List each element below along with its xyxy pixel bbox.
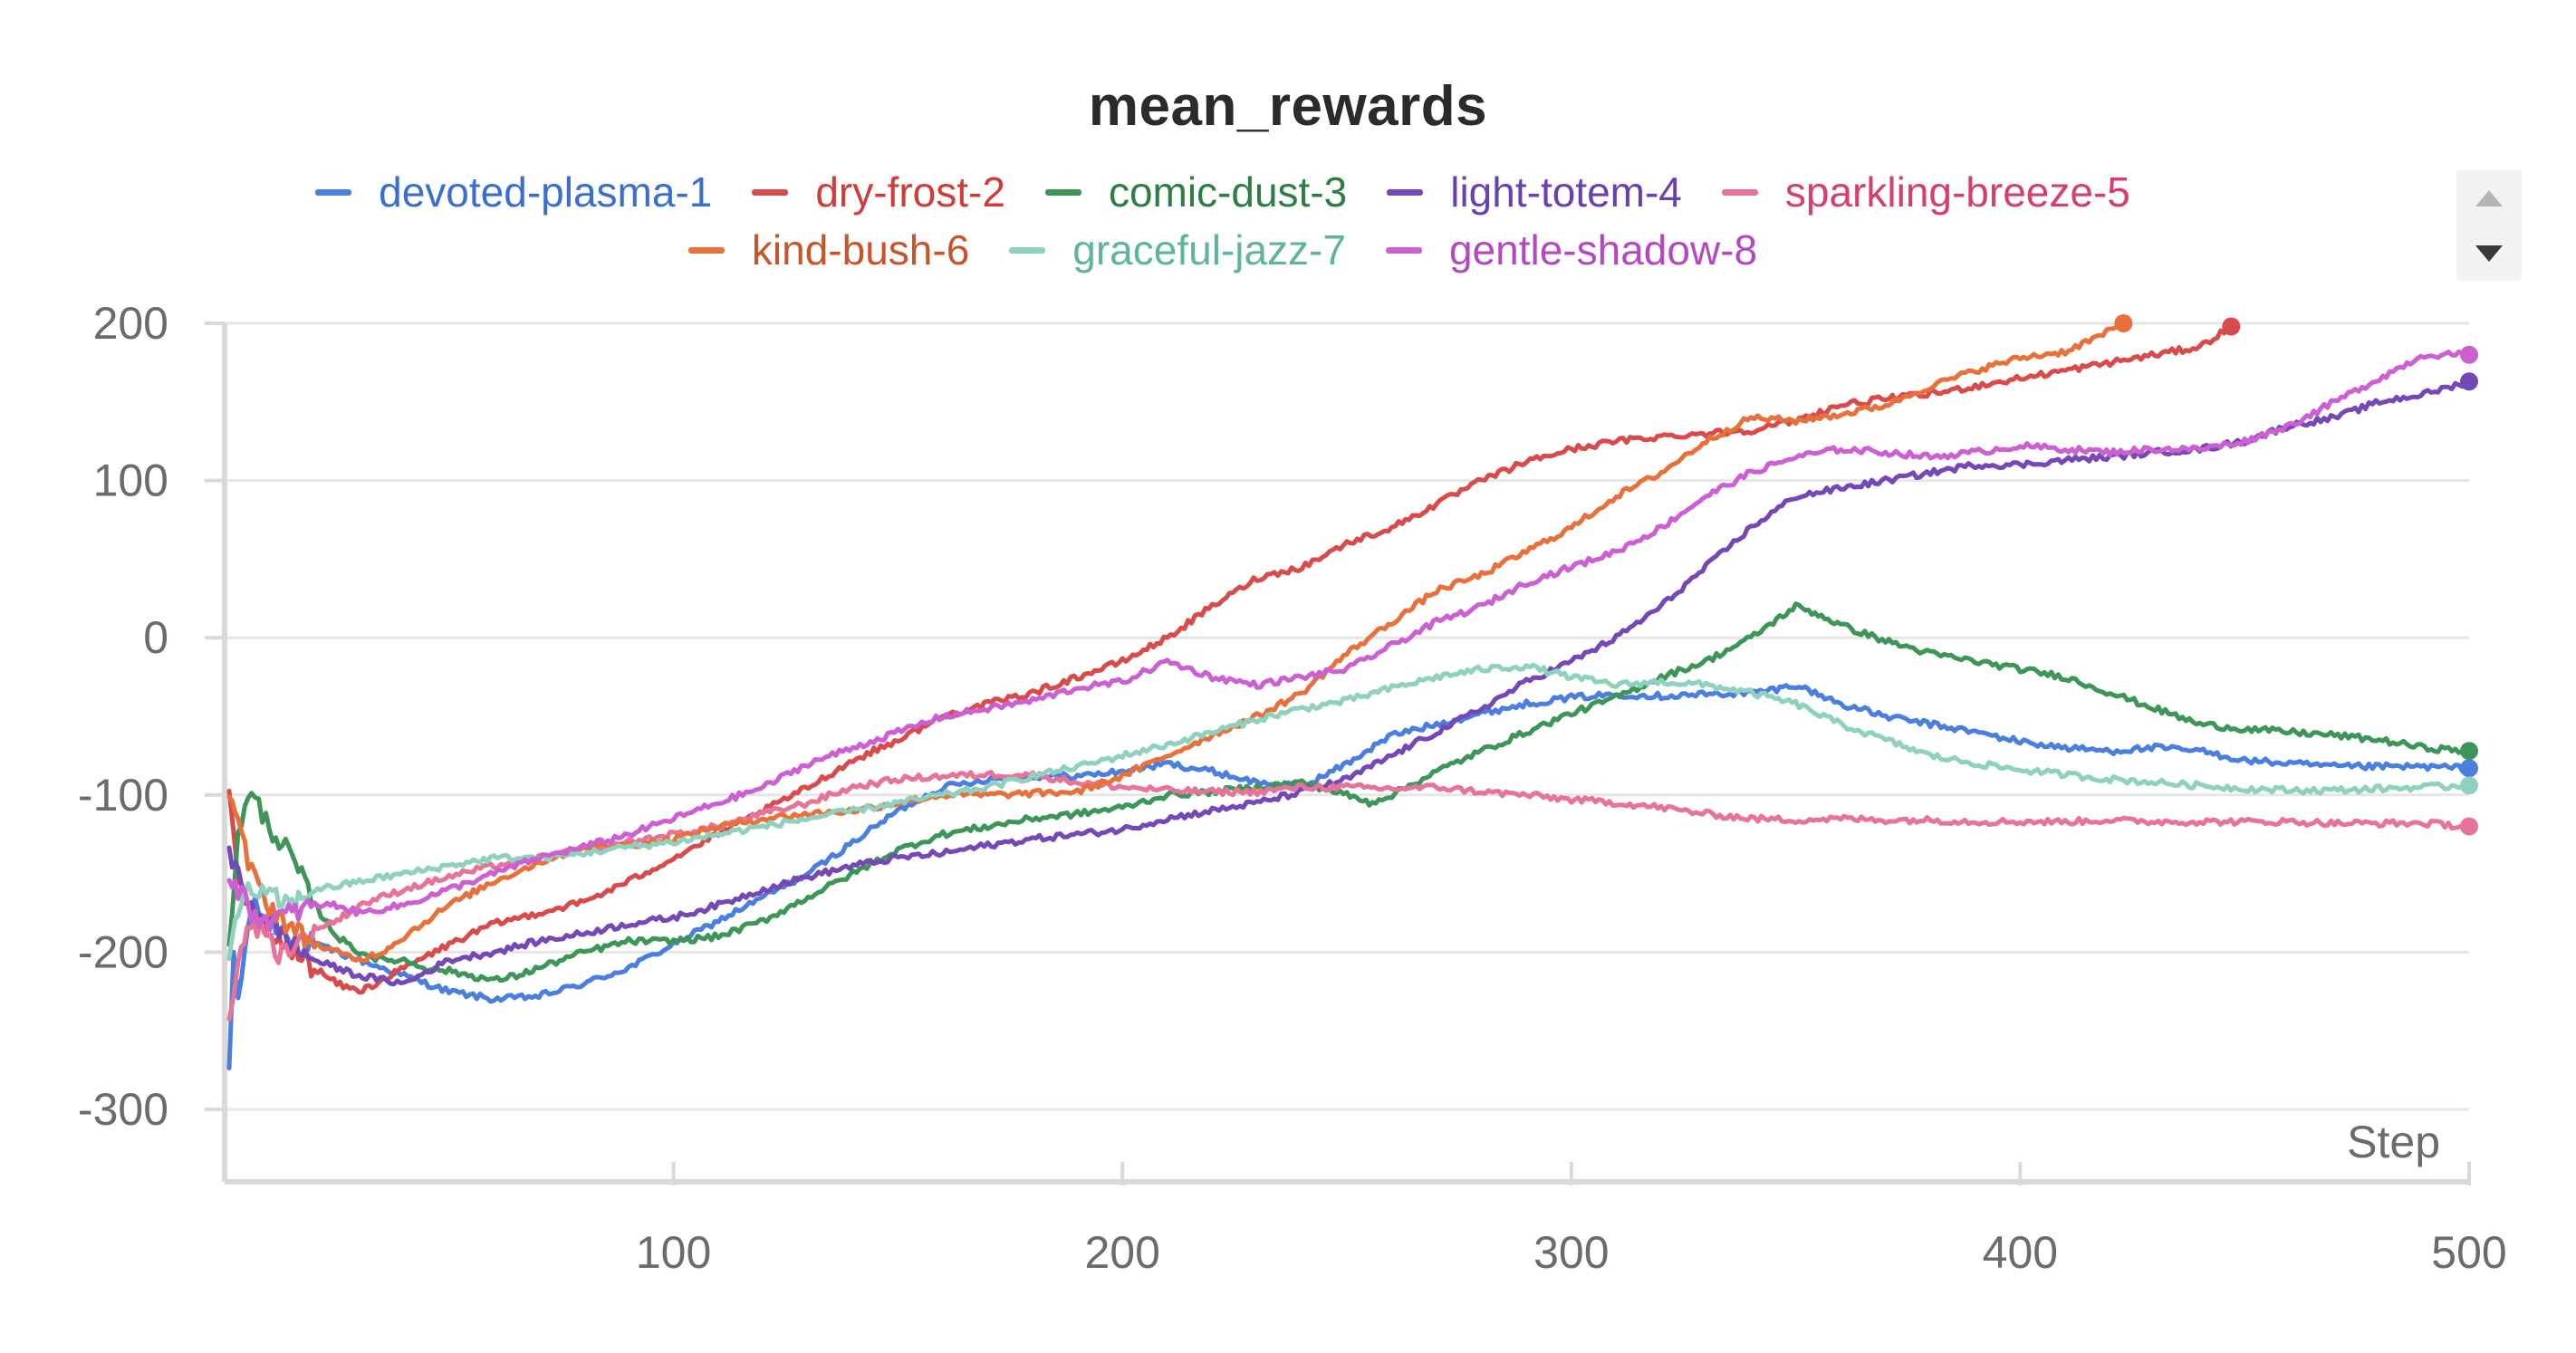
series-line-dry-frost-2 (226, 324, 2234, 995)
axes (222, 323, 2471, 1185)
series-line-gentle-shadow-8 (226, 349, 2472, 933)
legend-label: gentle-shadow-8 (1448, 226, 1758, 273)
series-line-graceful-jazz-7 (226, 662, 2472, 962)
legend-item-light-totem-4[interactable]: light-totem-4 (1387, 163, 1682, 221)
end-marker-comic-dust-3 (2460, 742, 2478, 761)
end-marker-graceful-jazz-7 (2460, 776, 2478, 795)
legend-swatch (1044, 188, 1081, 196)
legend-label: graceful-jazz-7 (1072, 226, 1346, 273)
legend-scroll-control (2456, 170, 2522, 281)
legend-swatch (1009, 246, 1046, 254)
series-lines (226, 321, 2472, 1070)
end-marker-devoted-plasma-1 (2460, 759, 2478, 778)
y-tick-label: -300 (78, 1084, 168, 1135)
legend-label: light-totem-4 (1450, 168, 1682, 216)
tick-labels: 200 100 0 -100 -200 -300 100 200 300 400 500 Step (78, 298, 2507, 1278)
legend-label: dry-frost-2 (815, 168, 1005, 216)
end-markers (2114, 314, 2478, 836)
legend: devoted-plasma-1 dry-frost-2 comic-dust-3 l… (0, 163, 2446, 299)
series-line-sparkling-breeze-5 (226, 770, 2472, 1022)
series-line-kind-bush-6 (226, 321, 2126, 964)
legend-item-dry-frost-2[interactable]: dry-frost-2 (752, 163, 1005, 221)
x-tick-label: 100 (636, 1227, 711, 1278)
y-tick-label: 0 (143, 612, 168, 663)
legend-item-devoted-plasma-1[interactable]: devoted-plasma-1 (315, 163, 712, 221)
chart-title: mean_rewards (1088, 75, 1488, 138)
legend-item-graceful-jazz-7[interactable]: graceful-jazz-7 (1009, 221, 1346, 279)
legend-label: sparkling-breeze-5 (1784, 168, 2130, 216)
x-tick-label: 300 (1533, 1227, 1609, 1278)
y-tick-label: 100 (93, 456, 168, 506)
x-axis-label: Step (2347, 1117, 2440, 1167)
legend-scroll-down-button[interactable] (2456, 226, 2522, 281)
series-line-comic-dust-3 (226, 601, 2472, 984)
legend-label: comic-dust-3 (1108, 168, 1348, 216)
end-marker-dry-frost-2 (2222, 317, 2241, 336)
x-tick-label: 200 (1084, 1227, 1159, 1278)
legend-swatch (1385, 246, 1422, 254)
legend-item-sparkling-breeze-5[interactable]: sparkling-breeze-5 (1721, 163, 2130, 221)
legend-swatch (1387, 188, 1424, 196)
legend-scroll-up-button[interactable] (2456, 170, 2522, 226)
chevron-up-icon (2475, 189, 2503, 206)
series-line-devoted-plasma-1 (226, 683, 2472, 1070)
grid-lines (205, 321, 2469, 1111)
series-line-light-totem-4 (226, 379, 2472, 987)
legend-label: kind-bush-6 (751, 226, 970, 273)
y-tick-label: -100 (78, 770, 168, 820)
legend-label: devoted-plasma-1 (379, 168, 713, 216)
legend-row-1: devoted-plasma-1 dry-frost-2 comic-dust-3 l… (0, 163, 2446, 221)
x-tick-label: 400 (1983, 1227, 2058, 1278)
y-tick-label: -200 (78, 926, 168, 977)
legend-swatch (752, 188, 789, 196)
legend-swatch (687, 246, 725, 254)
legend-item-comic-dust-3[interactable]: comic-dust-3 (1044, 163, 1348, 221)
legend-swatch (315, 188, 352, 196)
x-tick-label: 500 (2431, 1227, 2506, 1278)
end-marker-light-totem-4 (2460, 372, 2478, 391)
y-tick-label: 200 (93, 298, 168, 349)
legend-item-kind-bush-6[interactable]: kind-bush-6 (687, 221, 970, 279)
end-marker-kind-bush-6 (2114, 314, 2133, 332)
chevron-down-icon (2475, 245, 2503, 262)
legend-swatch (1721, 188, 1758, 196)
legend-item-gentle-shadow-8[interactable]: gentle-shadow-8 (1385, 221, 1758, 279)
legend-row-2: kind-bush-6 graceful-jazz-7 gentle-shadow-… (0, 221, 2446, 279)
end-marker-sparkling-breeze-5 (2460, 817, 2478, 836)
end-marker-gentle-shadow-8 (2460, 345, 2478, 364)
